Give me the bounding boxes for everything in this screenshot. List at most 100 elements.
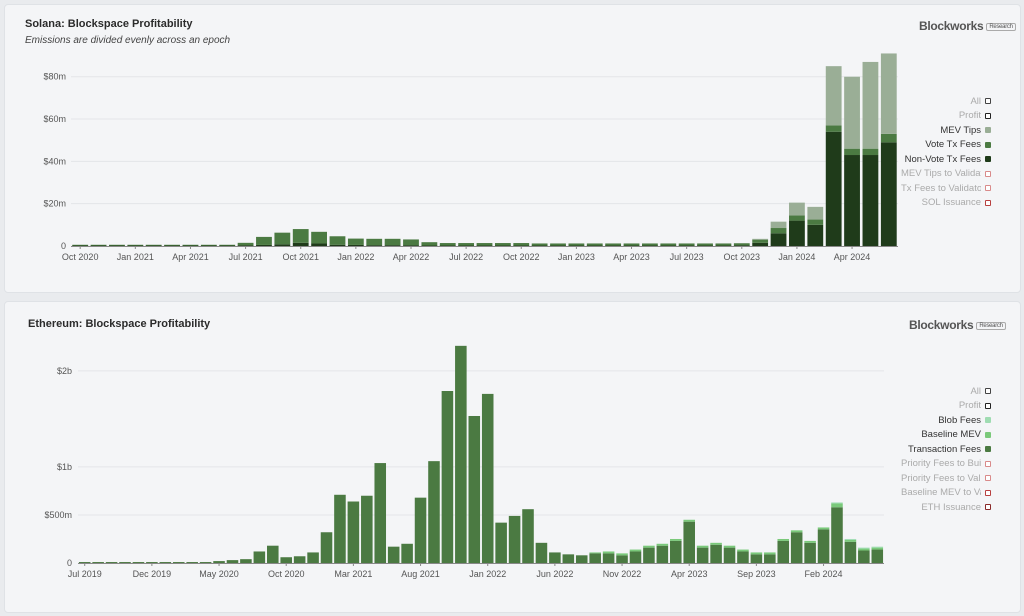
solana-bar-vote-tx-fees[interactable] [347,238,364,245]
ethereum-bar-baseline-mev[interactable] [871,547,884,550]
solana-bar-vote-tx-fees[interactable] [403,239,419,246]
solana-bar-non-vote-tx-fees[interactable] [568,245,585,246]
solana-legend-item-profit[interactable]: Profit [895,109,991,124]
solana-bar-non-vote-tx-fees[interactable] [127,245,144,246]
solana-bar-vote-tx-fees[interactable] [421,242,438,246]
solana-bar-vote-tx-fees[interactable] [274,232,291,245]
ethereum-bar-transaction-fees[interactable] [522,509,534,563]
ethereum-bar-baseline-mev[interactable] [764,552,776,555]
solana-bar-vote-tx-fees[interactable] [127,244,144,246]
ethereum-bar-transaction-fees[interactable] [441,391,454,563]
ethereum-bar-transaction-fees[interactable] [267,545,279,563]
ethereum-bar-transaction-fees[interactable] [387,546,400,563]
solana-legend-item-vote-tx-fees[interactable]: Vote Tx Fees [895,138,991,153]
solana-bar-mev-tips[interactable] [807,206,824,220]
ethereum-legend-item-transaction-fees[interactable]: Transaction Fees [875,442,991,457]
ethereum-legend-item-priority-fees-to-builders[interactable]: Priority Fees to Builders [875,457,991,472]
ethereum-legend-item-priority-fees-to-validators[interactable]: Priority Fees to Validators [875,471,991,486]
solana-bar-vote-tx-fees[interactable] [789,215,805,221]
solana-bar-non-vote-tx-fees[interactable] [384,245,401,246]
solana-bar-non-vote-tx-fees[interactable] [366,245,383,246]
solana-bar-non-vote-tx-fees[interactable] [329,244,346,246]
ethereum-bar-baseline-mev[interactable] [858,548,870,551]
solana-bar-mev-tips[interactable] [789,202,805,216]
ethereum-bar-baseline-mev[interactable] [723,545,736,548]
solana-bar-mev-tips[interactable] [862,61,879,149]
solana-bar-non-vote-tx-fees[interactable] [494,245,511,246]
ethereum-bar-baseline-mev[interactable] [616,553,628,556]
ethereum-bar-transaction-fees[interactable] [293,556,306,563]
ethereum-legend-item-all[interactable]: All [875,384,991,399]
solana-bar-mev-tips[interactable] [880,53,897,134]
ethereum-bar-baseline-mev[interactable] [844,539,857,542]
ethereum-bar-transaction-fees[interactable] [844,541,857,563]
ethereum-bar-transaction-fees[interactable] [320,532,333,563]
solana-bar-vote-tx-fees[interactable] [256,236,272,245]
solana-bar-non-vote-tx-fees[interactable] [752,242,769,246]
solana-bar-vote-tx-fees[interactable] [200,244,217,246]
solana-bar-non-vote-tx-fees[interactable] [715,245,732,246]
ethereum-bar-transaction-fees[interactable] [92,562,104,563]
solana-bar-non-vote-tx-fees[interactable] [109,245,125,246]
ethereum-bar-transaction-fees[interactable] [307,552,319,563]
ethereum-bar-transaction-fees[interactable] [280,557,292,563]
solana-bar-non-vote-tx-fees[interactable] [770,233,787,246]
ethereum-bar-transaction-fees[interactable] [159,562,172,563]
solana-bar-non-vote-tx-fees[interactable] [72,245,89,246]
ethereum-bar-transaction-fees[interactable] [414,497,427,563]
solana-bar-vote-tx-fees[interactable] [678,243,695,246]
ethereum-bar-transaction-fees[interactable] [790,532,803,563]
ethereum-bar-transaction-fees[interactable] [240,559,252,563]
ethereum-bar-transaction-fees[interactable] [172,562,185,563]
ethereum-bar-transaction-fees[interactable] [764,554,776,563]
ethereum-bar-transaction-fees[interactable] [858,550,870,563]
solana-bar-vote-tx-fees[interactable] [770,228,787,234]
ethereum-bar-transaction-fees[interactable] [737,551,749,563]
ethereum-bar-transaction-fees[interactable] [508,515,521,563]
ethereum-bar-baseline-mev[interactable] [710,542,722,545]
solana-bar-vote-tx-fees[interactable] [476,243,493,246]
ethereum-bar-transaction-fees[interactable] [119,562,131,563]
solana-bar-non-vote-tx-fees[interactable] [145,245,162,246]
solana-bar-vote-tx-fees[interactable] [494,243,511,246]
ethereum-bar-transaction-fees[interactable] [361,495,373,563]
solana-bar-non-vote-tx-fees[interactable] [274,244,291,246]
solana-bar-non-vote-tx-fees[interactable] [825,131,842,246]
ethereum-bar-baseline-mev[interactable] [643,545,655,548]
solana-bar-non-vote-tx-fees[interactable] [403,245,419,246]
ethereum-bar-transaction-fees[interactable] [670,540,682,563]
solana-bar-vote-tx-fees[interactable] [384,238,401,246]
ethereum-bar-transaction-fees[interactable] [468,415,481,563]
ethereum-bar-transaction-fees[interactable] [616,555,628,563]
ethereum-bar-baseline-mev[interactable] [777,538,790,541]
ethereum-bar-transaction-fees[interactable] [495,522,507,563]
solana-bar-vote-tx-fees[interactable] [219,244,236,246]
ethereum-bar-transaction-fees[interactable] [199,562,212,563]
ethereum-bar-baseline-mev[interactable] [790,530,803,533]
ethereum-bar-transaction-fees[interactable] [643,547,655,563]
solana-bar-non-vote-tx-fees[interactable] [642,245,658,246]
solana-bar-non-vote-tx-fees[interactable] [256,244,272,246]
ethereum-bar-transaction-fees[interactable] [804,542,816,563]
ethereum-legend-item-profit[interactable]: Profit [875,399,991,414]
ethereum-bar-transaction-fees[interactable] [656,545,669,563]
solana-bar-vote-tx-fees[interactable] [237,242,254,246]
ethereum-bar-transaction-fees[interactable] [374,463,387,563]
solana-bar-vote-tx-fees[interactable] [531,243,548,246]
solana-bar-vote-tx-fees[interactable] [72,244,89,246]
ethereum-bar-transaction-fees[interactable] [777,540,790,563]
solana-bar-mev-tips[interactable] [752,238,769,240]
solana-bar-vote-tx-fees[interactable] [568,243,585,246]
ethereum-bar-blob-fees[interactable] [871,546,884,548]
solana-bar-non-vote-tx-fees[interactable] [347,244,364,246]
solana-bar-vote-tx-fees[interactable] [90,244,107,246]
ethereum-bar-baseline-mev[interactable] [804,540,816,543]
solana-bar-vote-tx-fees[interactable] [733,243,750,246]
ethereum-legend-item-eth-issuance[interactable]: ETH Issuance [875,500,991,515]
ethereum-bar-transaction-fees[interactable] [78,562,91,563]
solana-bar-vote-tx-fees[interactable] [623,243,640,246]
ethereum-bar-transaction-fees[interactable] [401,543,413,563]
ethereum-bar-baseline-mev[interactable] [589,552,601,554]
ethereum-bar-baseline-mev[interactable] [602,551,615,554]
ethereum-bar-transaction-fees[interactable] [347,501,360,564]
